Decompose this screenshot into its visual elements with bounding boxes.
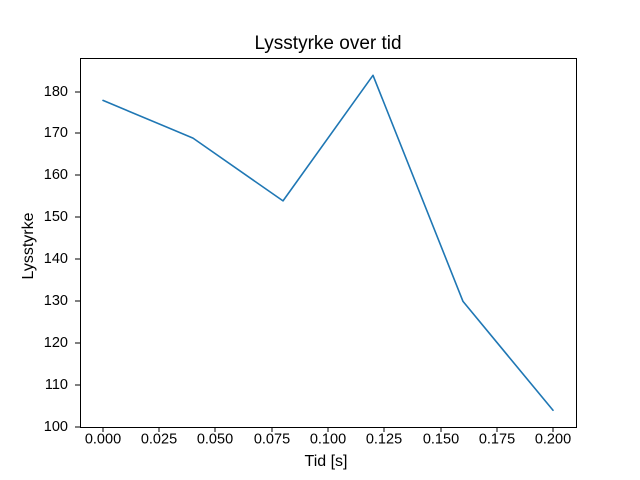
- svg-text:0.175: 0.175: [479, 432, 515, 448]
- svg-text:0.050: 0.050: [197, 432, 233, 448]
- svg-text:0.025: 0.025: [141, 432, 177, 448]
- svg-text:140: 140: [44, 251, 68, 267]
- svg-text:Lysstyrke: Lysstyrke: [20, 212, 37, 279]
- svg-text:170: 170: [44, 125, 68, 141]
- svg-text:0.075: 0.075: [254, 432, 290, 448]
- svg-text:150: 150: [44, 209, 68, 225]
- svg-text:100: 100: [44, 419, 68, 435]
- svg-text:110: 110: [45, 377, 68, 393]
- svg-text:120: 120: [44, 335, 68, 351]
- svg-text:160: 160: [44, 167, 68, 183]
- svg-text:0.125: 0.125: [366, 432, 402, 448]
- svg-text:0.000: 0.000: [85, 432, 121, 448]
- svg-text:0.200: 0.200: [535, 432, 571, 448]
- svg-text:0.100: 0.100: [310, 432, 346, 448]
- svg-text:0.150: 0.150: [423, 432, 459, 448]
- svg-text:Tid [s]: Tid [s]: [305, 453, 348, 470]
- svg-text:Lysstyrke over tid: Lysstyrke over tid: [254, 33, 401, 54]
- svg-text:180: 180: [44, 84, 68, 100]
- svg-text:130: 130: [44, 293, 68, 309]
